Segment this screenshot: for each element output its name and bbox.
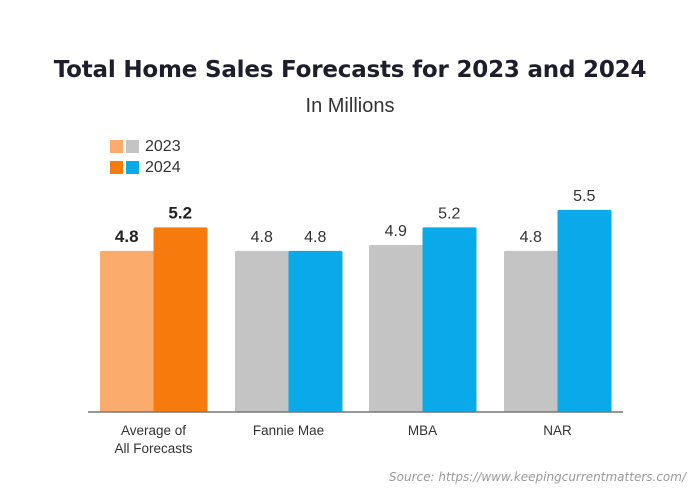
legend-swatch-2023 [126, 140, 139, 153]
x-tick-label: Fannie Mae [253, 423, 324, 438]
bar-2023-3 [504, 250, 558, 412]
data-label: 5.2 [168, 203, 192, 222]
legend-item-2024: 2024 [110, 157, 181, 178]
chart-subtitle: In Millions [305, 95, 395, 117]
x-tick-label: MBA [408, 423, 437, 438]
legend-swatch-2024 [126, 161, 139, 174]
bar-2024-0 [153, 227, 208, 412]
source-note: Source: https://www.keepingcurrentmatter… [389, 470, 686, 484]
bar-2023-0 [100, 250, 154, 412]
data-label: 5.5 [573, 188, 595, 205]
legend: 2023 2024 [110, 136, 181, 178]
data-label: 4.8 [520, 229, 542, 246]
bar-2024-3 [557, 209, 612, 412]
data-label: 4.9 [385, 223, 407, 240]
chart-title: Total Home Sales Forecasts for 2023 and … [53, 57, 647, 83]
data-label: 4.8 [115, 227, 139, 246]
x-tick-label: NAR [543, 423, 572, 438]
legend-label: 2023 [145, 137, 181, 155]
bar-2024-1 [288, 250, 343, 412]
x-tick-label: Average of [121, 423, 186, 438]
data-label: 4.8 [251, 229, 273, 246]
legend-swatch-2023-avg [110, 140, 123, 153]
legend-label: 2024 [145, 158, 181, 176]
bar-2023-1 [235, 250, 289, 412]
legend-swatch-2024-avg [110, 161, 123, 174]
data-label: 5.2 [438, 205, 460, 222]
data-label: 4.8 [304, 229, 326, 246]
legend-item-2023: 2023 [110, 136, 181, 157]
x-tick-label: All Forecasts [114, 441, 192, 456]
bar-2023-2 [369, 244, 423, 412]
bar-2024-2 [422, 227, 477, 412]
